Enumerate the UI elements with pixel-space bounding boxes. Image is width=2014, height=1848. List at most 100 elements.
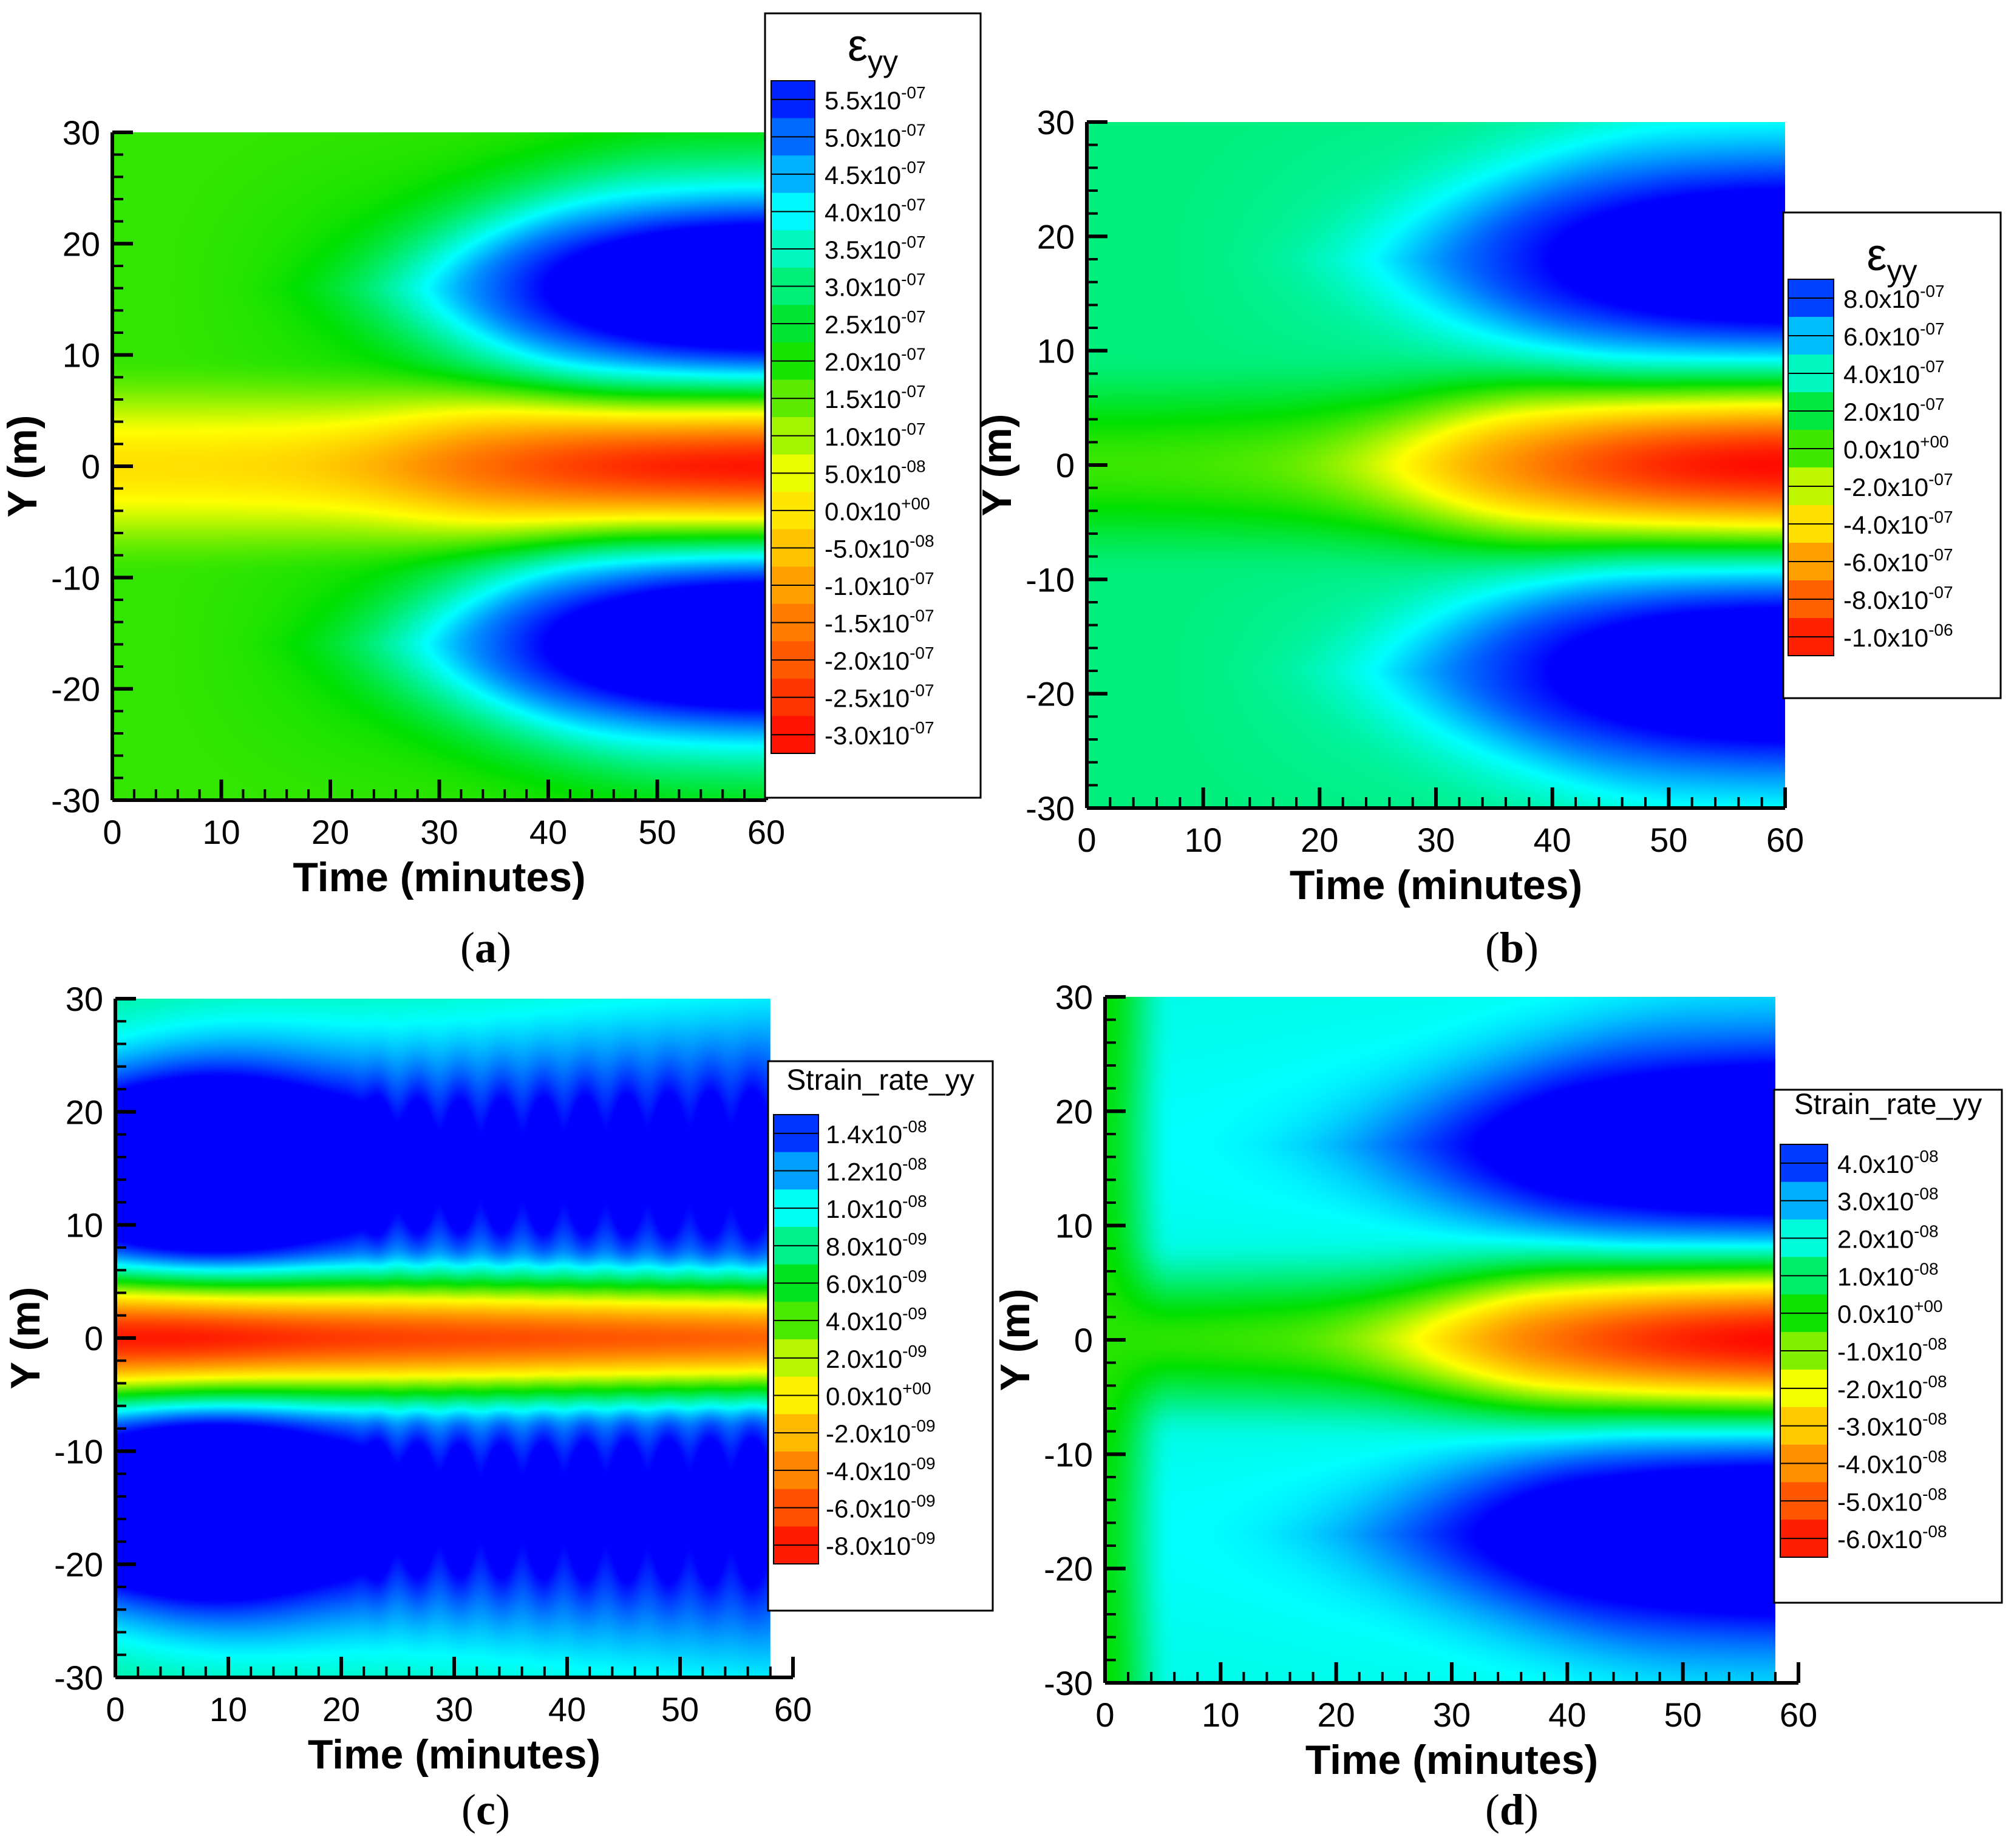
legend-label: 1.2x10-08 <box>826 1155 927 1186</box>
legend-label-mantissa: 2.5x10 <box>825 310 901 339</box>
caption-letter: c <box>476 1785 495 1834</box>
legend-label: -5.0x10-08 <box>825 531 934 563</box>
legend-label: -4.0x10-09 <box>826 1454 936 1486</box>
y-tick-label: -10 <box>54 1432 103 1470</box>
legend-label: 1.0x10-08 <box>1837 1259 1939 1291</box>
caption-paren-close: ) <box>1524 923 1539 972</box>
y-tick-label: 10 <box>63 336 100 375</box>
legend-label: 4.0x10-09 <box>826 1304 927 1336</box>
legend-label: -2.0x10-07 <box>825 644 934 675</box>
legend-label: 5.0x10-07 <box>825 120 926 152</box>
x-tick-label: 0 <box>1095 1696 1114 1734</box>
legend-label: 1.4x10-08 <box>826 1117 927 1149</box>
panel-caption: (b) <box>1485 923 1539 972</box>
legend-label: 6.0x10-09 <box>826 1267 927 1299</box>
legend-label-mantissa: 1.0x10 <box>1837 1262 1914 1291</box>
legend-bar-outline <box>773 1114 819 1564</box>
legend-label-exponent: -07 <box>901 345 925 364</box>
legend-label-exponent: -08 <box>1914 1184 1938 1203</box>
legend-label-exponent: -08 <box>902 1117 927 1136</box>
legend-label-mantissa: 0.0x10 <box>1837 1300 1914 1328</box>
legend-label: 0.0x10+00 <box>826 1379 931 1411</box>
y-tick-label: 10 <box>1037 332 1075 370</box>
caption-paren-open: ( <box>1485 923 1500 972</box>
x-tick-label: 10 <box>1185 821 1222 859</box>
y-tick-label: 30 <box>1037 103 1075 141</box>
legend-label-mantissa: -4.0x10 <box>826 1457 911 1486</box>
y-tick-label: -10 <box>51 559 100 597</box>
legend-label: 2.0x10-09 <box>826 1342 927 1373</box>
x-tick-label: 20 <box>1301 821 1338 859</box>
caption-paren-open: ( <box>461 1785 476 1834</box>
x-axis-title: Time (minutes) <box>1305 1737 1598 1783</box>
y-tick-label: -30 <box>54 1659 103 1697</box>
legend-label-exponent: -08 <box>1922 1522 1947 1541</box>
legend-label: 8.0x10-09 <box>826 1229 927 1261</box>
legend-label: -2.0x10-07 <box>1843 470 1953 501</box>
x-tick-label: 60 <box>1766 821 1804 859</box>
caption-letter: b <box>1500 923 1524 972</box>
y-tick-label: 10 <box>1055 1207 1093 1245</box>
y-tick-label: 20 <box>63 225 100 263</box>
legend-label: -3.0x10-07 <box>825 718 934 750</box>
legend-label: 6.0x10-07 <box>1843 319 1945 351</box>
legend-label-exponent: -09 <box>911 1416 935 1435</box>
legend-label-mantissa: -2.5x10 <box>825 684 910 713</box>
legend-label-exponent: -07 <box>910 681 934 700</box>
legend-label-exponent: -07 <box>1928 508 1953 526</box>
legend-label-exponent: -08 <box>1922 1410 1947 1428</box>
heatmap-field <box>112 132 766 800</box>
x-tick-label: 0 <box>106 1690 124 1728</box>
legend-label-mantissa: 3.5x10 <box>825 236 901 264</box>
legend-label-exponent: -08 <box>1922 1447 1947 1466</box>
legend-label-exponent: +00 <box>1920 432 1949 451</box>
heatmap-field <box>1105 997 1775 1683</box>
legend-label-mantissa: -8.0x10 <box>1843 586 1928 614</box>
legend-label: -4.0x10-07 <box>1843 508 1953 539</box>
legend-label: 5.0x10-08 <box>825 457 926 488</box>
legend-label-mantissa: -2.0x10 <box>1837 1375 1922 1404</box>
legend-label-exponent: -07 <box>1928 470 1953 489</box>
x-axis-title: Time (minutes) <box>308 1731 600 1778</box>
legend-label-mantissa: -1.0x10 <box>1843 623 1928 652</box>
legend-label-exponent: -08 <box>902 1155 927 1174</box>
panel-caption: (d) <box>1485 1785 1539 1834</box>
legend-label-mantissa: -3.0x10 <box>1837 1413 1922 1441</box>
legend-label: 2.0x10-08 <box>1837 1222 1939 1254</box>
legend-label: 3.5x10-07 <box>825 233 926 264</box>
legend-label-exponent: +00 <box>902 1379 931 1398</box>
legend-title: εyy <box>848 20 898 78</box>
legend-label-exponent: +00 <box>901 494 930 513</box>
legend-label-exponent: -07 <box>901 195 925 214</box>
caption-paren-close: ) <box>495 1785 510 1834</box>
legend-label-mantissa: 1.4x10 <box>826 1120 902 1149</box>
legend-label-exponent: -07 <box>901 382 925 401</box>
x-tick-label: 20 <box>1318 1696 1355 1734</box>
legend-label-exponent: -07 <box>901 120 925 139</box>
legend-label: -3.0x10-08 <box>1837 1410 1947 1441</box>
legend-label-exponent: -07 <box>910 606 934 625</box>
legend-title: Strain_rate_yy <box>786 1064 975 1096</box>
legend-label: -4.0x10-08 <box>1837 1447 1947 1478</box>
legend-label-exponent: -07 <box>1928 583 1953 602</box>
legend-label-exponent: -07 <box>910 718 934 737</box>
legend-label-mantissa: -4.0x10 <box>1837 1450 1922 1478</box>
legend-label: 0.0x10+00 <box>1837 1297 1943 1328</box>
legend-label-exponent: -07 <box>910 569 934 588</box>
y-tick-label: -30 <box>1044 1664 1093 1702</box>
heatmap-field <box>1087 122 1785 808</box>
legend-label-mantissa: -1.5x10 <box>825 610 910 638</box>
y-axis-title: Y (m) <box>974 414 1020 517</box>
y-tick-label: 0 <box>84 1319 103 1357</box>
x-tick-label: 40 <box>1534 821 1571 859</box>
legend-label: 0.0x10+00 <box>825 494 930 526</box>
legend-label: -8.0x10-07 <box>1843 583 1953 614</box>
y-tick-label: -20 <box>51 670 100 708</box>
x-tick-label: 10 <box>202 813 240 851</box>
legend-label-exponent: -09 <box>911 1529 935 1547</box>
legend-label: -1.0x10-08 <box>1837 1334 1947 1366</box>
legend-label: 5.5x10-07 <box>825 83 926 115</box>
legend-title-sub: yy <box>1887 254 1917 288</box>
